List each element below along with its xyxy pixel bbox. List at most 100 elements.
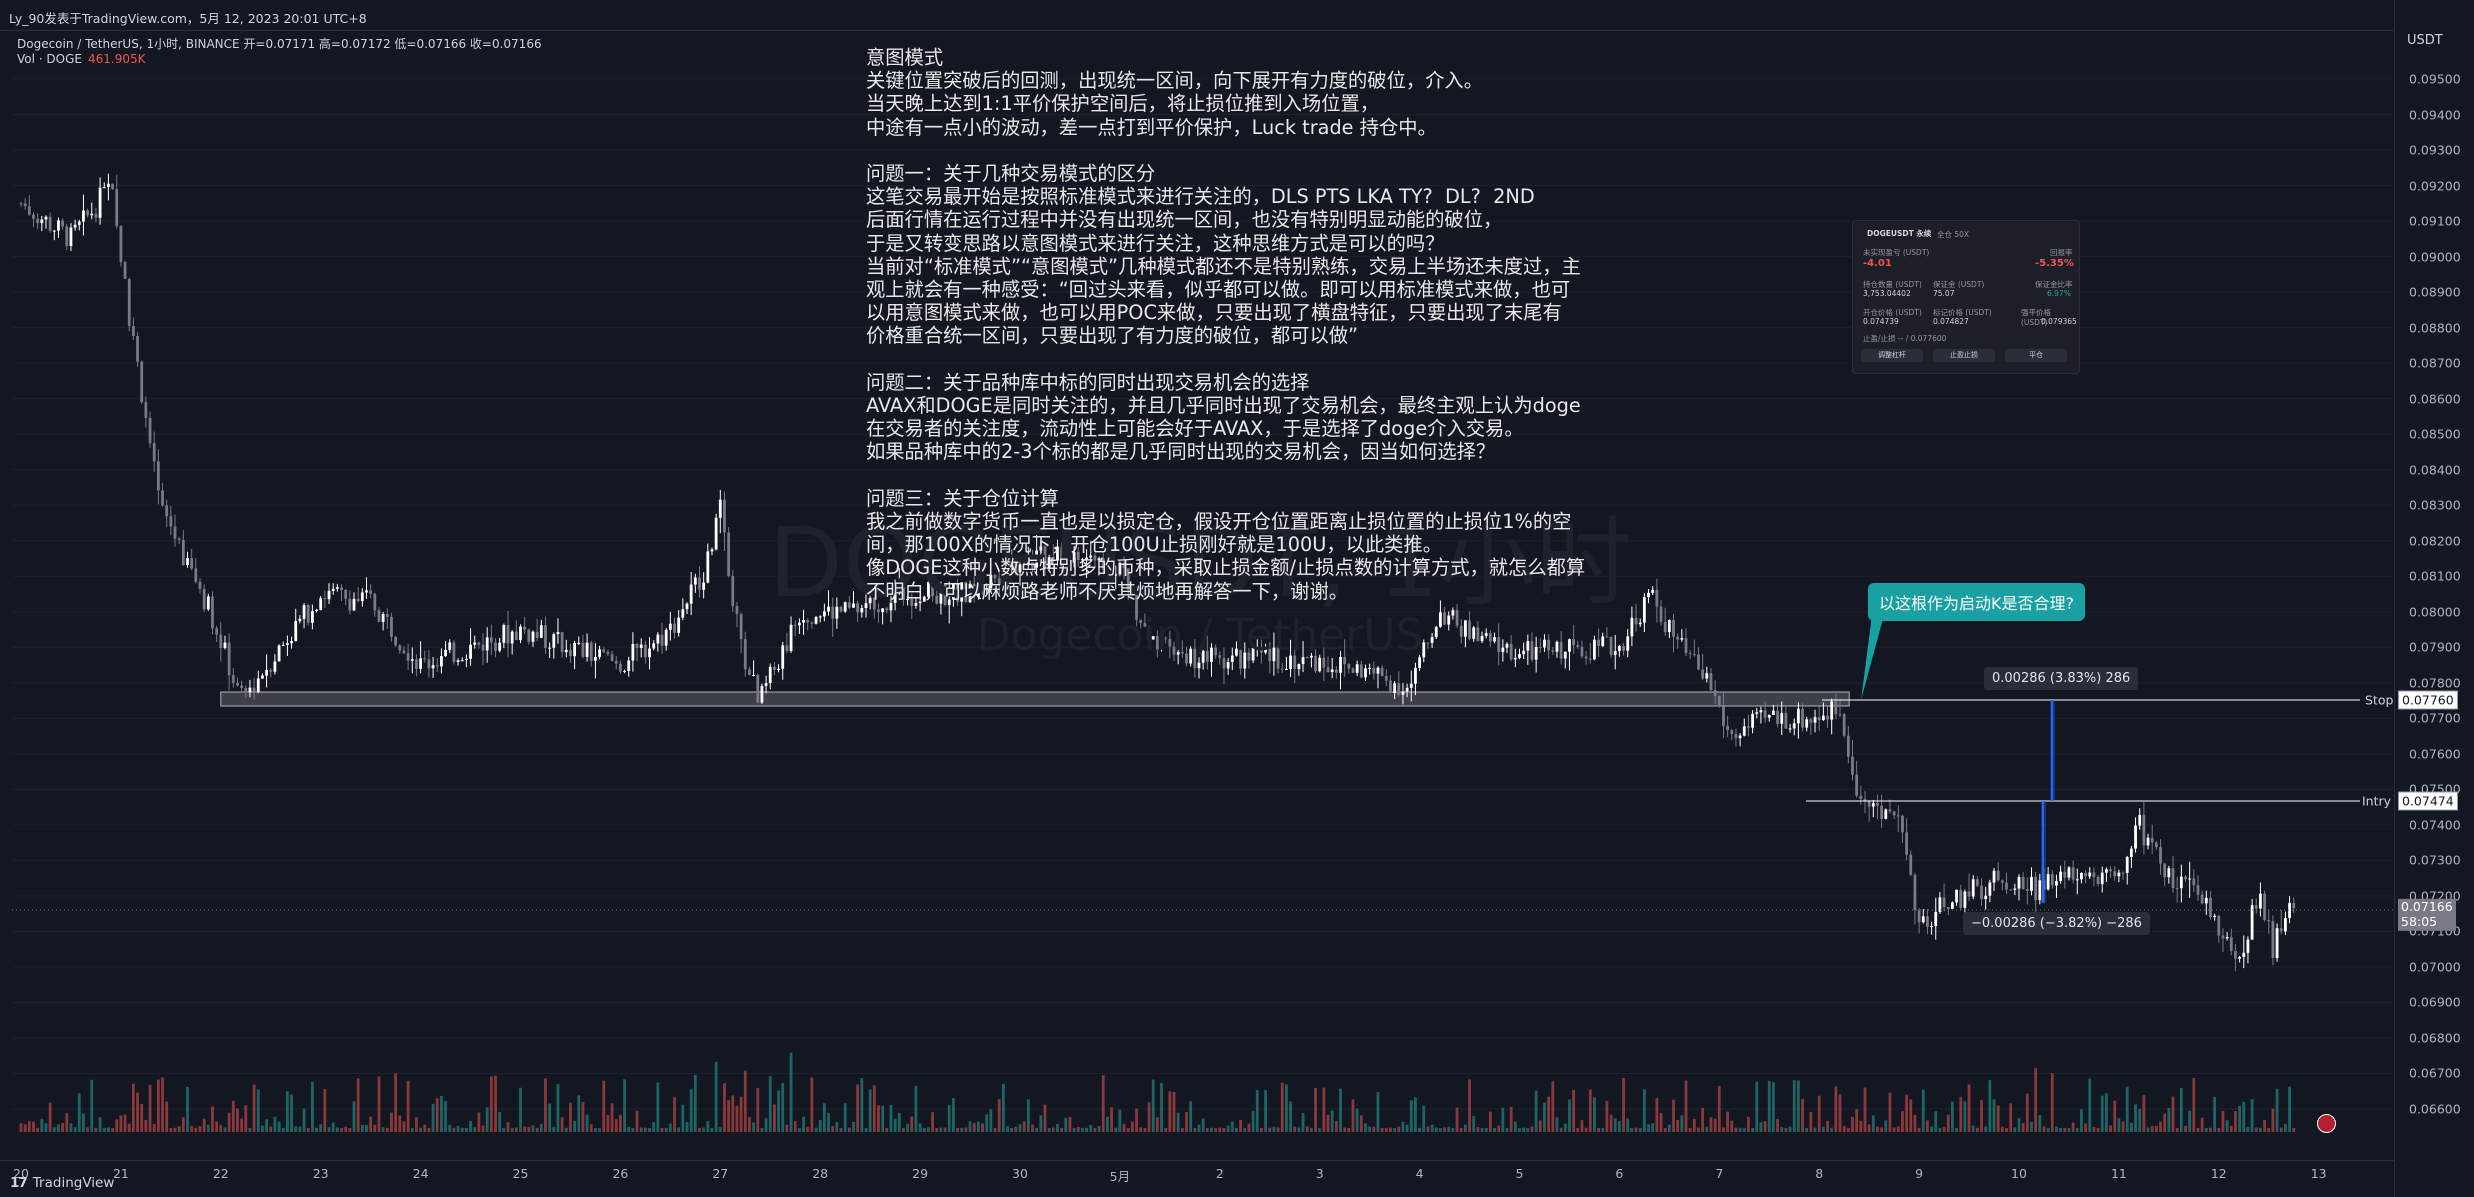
volume-bar [1447,1126,1451,1132]
volume-bar [1763,1121,1767,1132]
volume-bar [2279,1127,2283,1132]
volume-bar [348,1127,352,1132]
volume-bar [2234,1111,2237,1132]
candle-body [1838,714,1842,716]
panel-entry-value: 0.074739 [1863,317,1899,326]
volume-bar [82,1113,85,1132]
volume-bar [856,1084,860,1132]
price-tick-label: 0.07400 [2409,817,2461,833]
volume-bar [1593,1097,1596,1132]
volume-bar [1305,1126,1309,1132]
price-measure-tool[interactable] [2041,700,2055,903]
volume-bar [23,1124,27,1132]
candle-body [735,606,739,615]
volume-bar [914,1085,918,1132]
candle-body [215,628,219,635]
candle-body [2009,889,2013,891]
volume-bar [102,1127,106,1132]
candle-body [261,675,264,679]
time-tick-label: 21 [112,1166,129,1181]
volume-bar [548,1103,552,1132]
candle-body [1110,562,1113,576]
volume-bar [1559,1127,1563,1132]
volume-bar [1218,1127,1222,1132]
volume-bar [1863,1087,1867,1132]
volume-bar [739,1096,743,1132]
candle-body [577,642,581,644]
footer-brand[interactable]: 17 TradingView [10,1175,114,1191]
measure-down-label[interactable]: −0.00286 (−3.82%) −286 [1963,912,2150,935]
candle-body [1722,706,1725,726]
published-by: Ly_90发表于TradingView.com，5月 12, 2023 20:0… [9,11,367,26]
volume-bar [1826,1120,1829,1132]
time-axis[interactable]: 20 21 22 23 24 25 26 27 28 29 30 5月 2 3 4 5 6 7 8 9 10 11 12 13 [0,1160,2394,1184]
volume-bar [294,1126,298,1132]
candle-body [1880,805,1884,819]
candle-body [1255,646,1259,649]
volume-bar [1838,1094,1842,1132]
volume-bar [639,1127,643,1132]
chart-plot-area[interactable] [12,31,2393,1160]
candle-body [1085,557,1088,560]
candle-body [1876,803,1879,806]
volume-bar [2142,1095,2146,1132]
candle-body [589,642,593,661]
volume-bar [427,1128,431,1132]
volume-bar [1418,1127,1421,1132]
candle-body [614,660,618,664]
volume-bar [1926,1120,1929,1132]
candle-body [1314,655,1317,672]
candle-body [136,336,139,362]
volume-bar [394,1073,398,1132]
time-tick-label: 6 [1615,1166,1624,1181]
candle-body [623,670,626,672]
volume-bar [1963,1101,1967,1132]
volume-bar [1618,1121,1621,1132]
callout-note[interactable]: 以这根作为启动K是否合理? [1868,583,2085,621]
candle-body [677,617,681,633]
candle-body [1551,650,1555,652]
volume-bar [360,1124,364,1132]
volume-bar [1717,1086,1721,1132]
volume-bar [1101,1075,1105,1132]
volume-bar [635,1110,639,1132]
volume-bar [1705,1126,1709,1132]
candle-body [972,583,976,597]
volume-bar [1051,1127,1055,1132]
volume-bar [1430,1124,1434,1132]
candle-body [852,603,855,608]
volume-bar [902,1127,905,1132]
volume-bar [569,1102,572,1132]
candle-body [2025,889,2029,891]
measure-up-label[interactable]: 0.00286 (3.83%) 286 [1984,667,2139,690]
candle-body [77,221,81,225]
volume-bar [1967,1084,1971,1132]
candle-body [211,596,214,629]
candle-body [1151,636,1155,640]
volume-bar [365,1124,368,1132]
candle-body [868,597,872,604]
candle-body [839,606,843,612]
candle-body [1135,591,1138,620]
candle-body [1130,589,1134,592]
candle-body [98,187,102,218]
volume-bar [968,1121,972,1132]
volume-bar [1505,1128,1509,1132]
price-tick-label: 0.06800 [2409,1030,2461,1046]
price-axis[interactable]: USDT 0.09500 0.09400 0.09300 0.09200 0.09100… [2394,0,2474,1197]
time-tick-label: 5 [1515,1166,1524,1181]
candle-body [2113,871,2117,877]
flag-icon[interactable] [2317,1114,2336,1133]
volume-bar [2075,1127,2079,1132]
volume-bar [456,1125,460,1132]
entry-price-tag: 0.07474 [2398,791,2458,811]
candle-body [1330,669,1334,673]
candle-body [897,583,901,592]
candle-body [748,669,751,676]
candle-body [398,645,402,651]
volume-bar [1975,1127,1979,1132]
volume-bar [1455,1107,1459,1132]
candle-body [52,230,56,232]
candle-body [402,650,406,654]
volume-bar [693,1074,697,1132]
